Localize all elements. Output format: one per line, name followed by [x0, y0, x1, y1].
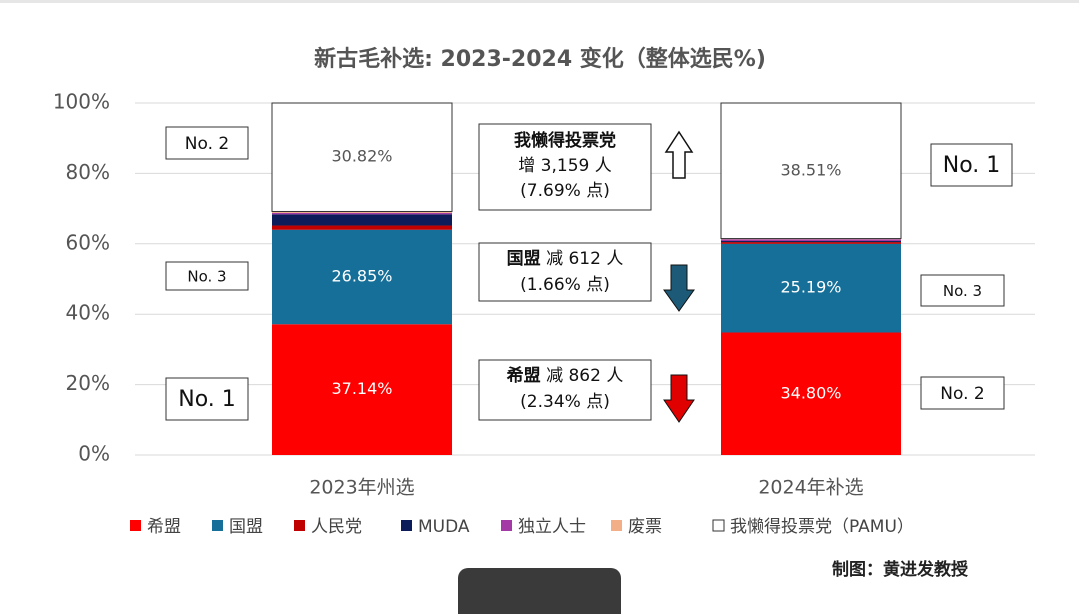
y-tick-label: 60% — [66, 230, 110, 254]
rank-box — [920, 274, 1005, 307]
y-tick-label: 20% — [66, 371, 110, 395]
legend-swatch — [212, 520, 223, 531]
bar-segment — [721, 242, 901, 244]
rank-label: No. 1 — [943, 153, 1001, 178]
bar-segment — [720, 102, 902, 240]
y-tick-label: 80% — [66, 160, 110, 184]
note-head: 我懒得投票党 — [514, 130, 616, 151]
rank-box — [165, 261, 249, 291]
note-head: 希盟 — [507, 365, 541, 386]
legend-swatch — [130, 520, 141, 531]
note-line: 增 3,159 人 — [518, 156, 611, 176]
bar-segment — [272, 214, 452, 226]
y-tick-label: 100% — [53, 90, 110, 114]
note-box — [478, 359, 652, 421]
bar-segment — [721, 243, 901, 333]
rank-box — [930, 143, 1013, 187]
credit: 制图：黄进发教授 — [832, 559, 969, 580]
note-first-line: 希盟 减 862 人 — [507, 365, 624, 386]
legend-swatch — [712, 519, 725, 532]
bar-segment — [721, 332, 901, 455]
top-border — [0, 0, 1079, 3]
bar-segment — [272, 229, 452, 325]
bar-segment — [721, 241, 901, 243]
legend-swatch — [501, 520, 512, 531]
data-label: 26.85% — [331, 267, 392, 286]
data-label: 30.82% — [331, 147, 392, 166]
legend-swatch — [401, 520, 412, 531]
rank-box — [165, 126, 249, 160]
rank-label: No. 3 — [187, 268, 226, 286]
arrow-up — [664, 130, 694, 179]
x-tick-label: 2023年州选 — [309, 477, 414, 499]
rank-label: No. 3 — [943, 282, 982, 300]
note-first-line: 国盟 减 612 人 — [507, 249, 624, 269]
arrow-down — [663, 264, 695, 312]
note-box — [478, 242, 652, 302]
rank-label: No. 2 — [940, 384, 984, 404]
note-line: 减 862 人 — [546, 366, 623, 386]
x-tick-label: 2024年补选 — [758, 477, 863, 499]
legend-label: MUDA — [418, 517, 470, 537]
rank-box — [165, 377, 249, 421]
page-indicator — [458, 568, 621, 614]
note-line: (2.34% 点) — [520, 392, 610, 412]
note-box — [478, 123, 652, 211]
legend-label: 人民党 — [311, 517, 362, 537]
note-line: 减 612 人 — [546, 249, 623, 269]
rank-label: No. 1 — [178, 387, 236, 412]
legend-label: 希盟 — [147, 517, 181, 537]
note-line: (7.69% 点) — [520, 181, 610, 201]
legend-label: 废票 — [628, 517, 662, 537]
bar-segment — [272, 324, 452, 455]
data-label: 37.14% — [331, 379, 392, 398]
bar-segment — [272, 211, 452, 213]
legend-label: 国盟 — [229, 517, 263, 537]
rank-label: No. 2 — [185, 134, 229, 154]
legend-swatch — [294, 520, 305, 531]
data-label: 25.19% — [780, 278, 841, 297]
arrow-down — [663, 374, 695, 423]
rank-box — [920, 376, 1005, 410]
data-label: 34.80% — [780, 383, 841, 402]
note-head: 国盟 — [507, 249, 541, 269]
bar-segment — [272, 212, 452, 215]
note-line: (1.66% 点) — [520, 275, 610, 295]
y-tick-label: 0% — [78, 442, 110, 466]
bar-segment — [271, 102, 453, 212]
y-tick-label: 40% — [66, 301, 110, 325]
legend-label: 独立人士 — [518, 517, 586, 537]
legend-swatch — [611, 520, 622, 531]
bar-segment — [721, 239, 901, 242]
bar-segment — [272, 225, 452, 230]
chart-title: 新古毛补选: 2023-2024 变化（整体选民%) — [314, 46, 766, 72]
data-label: 38.51% — [780, 160, 841, 179]
legend-label: 我懒得投票党（PAMU） — [730, 517, 914, 537]
